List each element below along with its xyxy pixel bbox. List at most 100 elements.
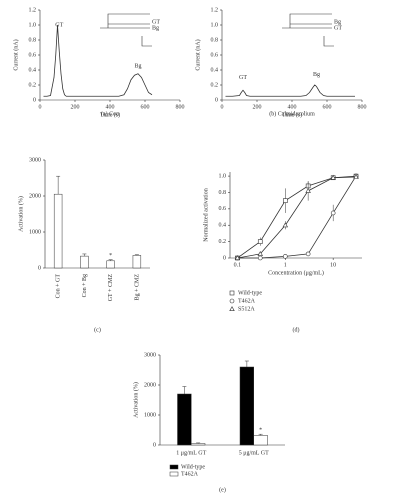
data-line	[225, 84, 355, 97]
y-tick-label: 1.2	[211, 7, 219, 13]
x-axis-label: Concentration (μg/mL)	[268, 269, 324, 276]
x-tick-label: 0.1	[234, 262, 242, 268]
bar	[80, 255, 89, 269]
bar	[177, 393, 192, 446]
y-tick-label: 0.8	[211, 37, 219, 43]
marker	[257, 255, 263, 261]
y-axis-label: Activation (%)	[132, 382, 139, 418]
x-tick-label: 0	[221, 104, 224, 110]
x-tick-label: 800	[358, 104, 367, 110]
data-line	[237, 175, 357, 259]
y-axis-label: Normalized activation	[203, 188, 209, 241]
inset-label: GT	[152, 19, 160, 25]
bar	[239, 366, 254, 446]
marker	[353, 173, 359, 179]
inset-label: GT	[334, 25, 342, 31]
annotation: Bg	[134, 64, 141, 70]
legend-marker	[229, 290, 235, 296]
x-axis-label: Time (s)	[100, 111, 120, 118]
y-axis-label: Current (nA)	[194, 39, 201, 70]
y-axis-label: Activation (%)	[17, 196, 24, 232]
error-bar	[56, 175, 61, 195]
inset-trace	[100, 13, 152, 47]
error-bar	[182, 386, 187, 394]
panel-caption: (d)	[293, 326, 300, 333]
x-tick-label: 200	[253, 104, 262, 110]
y-tick-label: 0.4	[219, 223, 227, 229]
inset-label: Bg	[152, 25, 159, 31]
bar	[106, 260, 115, 269]
annotation: *	[259, 428, 262, 434]
annotation: GT	[239, 75, 247, 81]
bar	[132, 255, 142, 269]
x-tick-label: 0	[39, 104, 42, 110]
x-tick-label: 400	[106, 104, 115, 110]
data-line	[237, 176, 357, 259]
inset-trace	[282, 13, 334, 47]
y-tick-label: 1.2	[29, 7, 37, 13]
panel-caption: (e)	[219, 486, 226, 493]
error-bar	[108, 259, 113, 261]
panel-caption: (c)	[94, 326, 101, 333]
marker	[234, 255, 241, 260]
y-tick-label: 1.0	[211, 22, 219, 28]
x-tick-label: 600	[141, 104, 150, 110]
y-tick-label: 0	[38, 265, 41, 271]
marker	[330, 174, 336, 180]
legend-label: S512A	[238, 306, 255, 312]
y-tick-label: 1.0	[29, 22, 37, 28]
annotation: *	[109, 253, 112, 259]
marker	[282, 254, 288, 259]
error-bar	[196, 442, 201, 444]
y-tick-label: 1000	[29, 229, 41, 235]
marker	[305, 251, 311, 257]
legend-label: Wild-type	[181, 464, 205, 470]
x-tick-label: 800	[176, 104, 185, 110]
y-tick-label: 0.2	[211, 82, 219, 88]
data-line	[237, 175, 357, 259]
y-tick-label: 3000	[144, 352, 156, 358]
error-bar	[258, 433, 263, 436]
y-axis-label: Current (nA)	[12, 39, 19, 70]
x-tick-label: Bg + CMZ	[134, 274, 140, 301]
legend-swatch	[169, 471, 179, 477]
x-tick-label: 400	[288, 104, 297, 110]
legend-label: Wild-type	[238, 290, 262, 296]
legend-swatch	[169, 464, 179, 470]
y-tick-label: 0.6	[29, 52, 37, 58]
x-axis-label: Time (s)	[282, 111, 302, 118]
x-tick-label: 600	[323, 104, 332, 110]
annotation: Bg	[313, 72, 320, 78]
x-tick-label: Con + Bg	[82, 274, 88, 297]
data-line	[43, 24, 153, 97]
y-tick-label: 2000	[144, 382, 156, 388]
error-bar	[134, 254, 139, 256]
y-tick-label: 0.2	[29, 82, 37, 88]
marker	[257, 239, 263, 244]
error-bar	[244, 360, 249, 367]
y-tick-label: 0	[215, 97, 218, 103]
legend-marker	[229, 306, 235, 311]
legend-label: T462A	[181, 471, 199, 477]
panel-caption: (b) Calmidazolium	[269, 110, 315, 117]
y-tick-label: 0	[33, 97, 36, 103]
x-tick-label: 10	[330, 262, 336, 268]
legend-label: T462A	[238, 298, 256, 304]
marker	[282, 198, 288, 203]
marker	[330, 210, 336, 216]
panel-caption: (a) Con	[101, 110, 119, 117]
x-tick-label: 200	[71, 104, 80, 110]
y-tick-label: 0.4	[29, 67, 37, 73]
y-tick-label: 3000	[29, 157, 41, 163]
x-tick-label: 5 μg/mL GT	[239, 450, 269, 456]
y-tick-label: 2000	[29, 193, 41, 199]
x-tick-label: 1	[284, 262, 287, 268]
y-tick-label: 1000	[144, 412, 156, 418]
bar	[53, 193, 63, 269]
marker	[282, 222, 289, 228]
y-tick-label: 0.6	[219, 206, 227, 212]
bar	[191, 443, 206, 446]
y-tick-label: 0.2	[219, 239, 227, 245]
y-tick-label: 0.8	[219, 190, 227, 196]
